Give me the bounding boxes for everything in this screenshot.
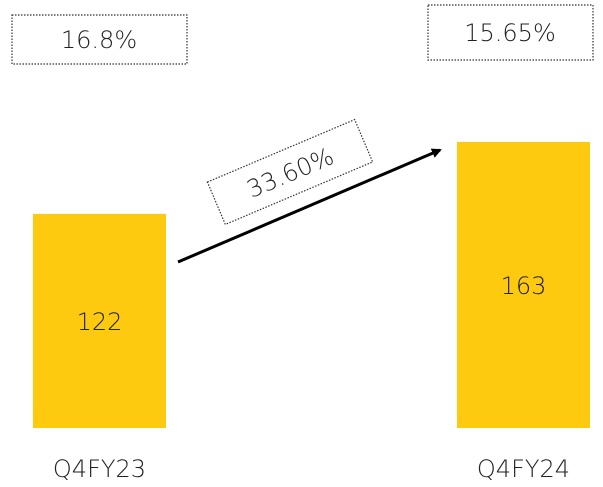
margin-box <box>427 4 594 61</box>
x-tick-label: Q4FY23 <box>53 455 146 483</box>
value-label: 163 <box>501 272 547 300</box>
value-label: 122 <box>77 308 123 336</box>
growth-arrow <box>177 148 442 264</box>
margin-label: 16.8% <box>61 26 137 54</box>
margin-label: 15.65% <box>464 19 556 47</box>
growth-box <box>206 118 374 226</box>
growth-annotation: 33.60% <box>206 118 374 226</box>
x-tick-label: Q4FY24 <box>477 455 570 483</box>
bar <box>457 141 590 428</box>
bar <box>33 213 166 428</box>
margin-box <box>11 14 188 65</box>
